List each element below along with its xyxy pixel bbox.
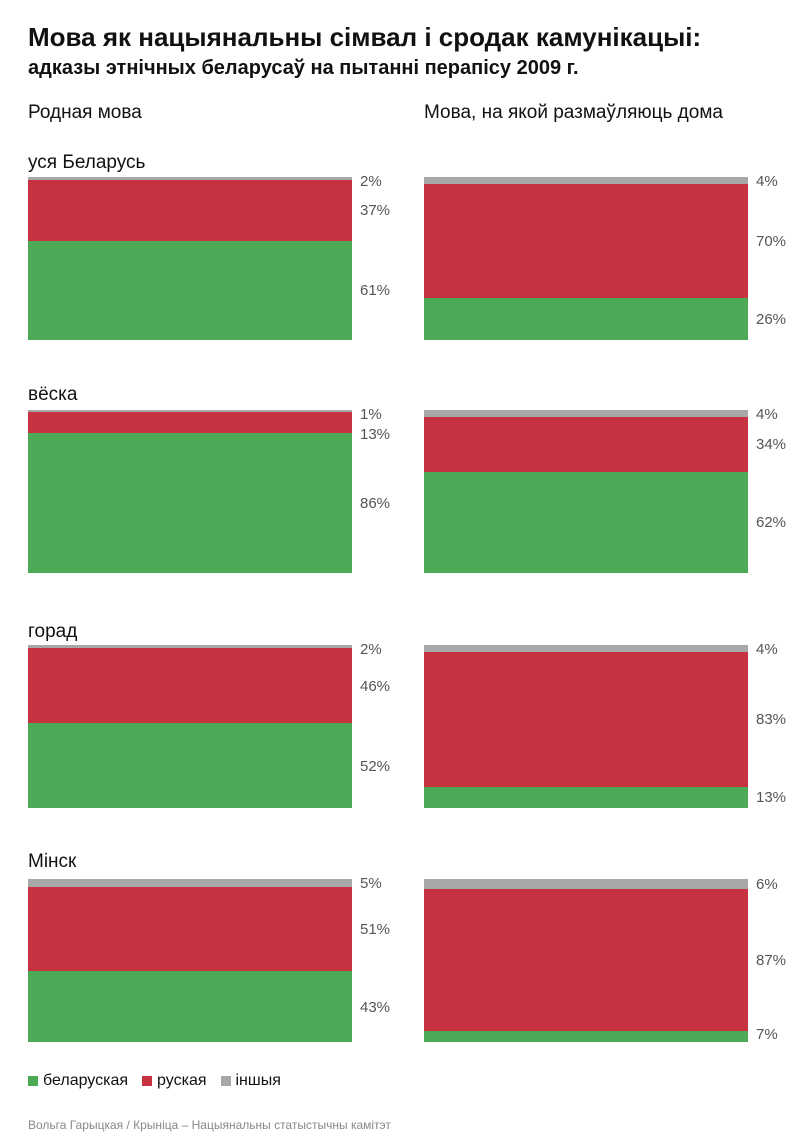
- bar-segment-bel: [424, 786, 748, 808]
- bar-segment-rus: [424, 651, 748, 787]
- value-label-bel: 86%: [360, 494, 391, 512]
- bar-segment-bel: [424, 471, 748, 573]
- bar-segment-other: [28, 177, 352, 181]
- stacked-bar-native: [28, 177, 352, 340]
- bar-segment-other: [424, 177, 748, 184]
- legend-swatch-bel: [28, 1076, 38, 1086]
- bar-segment-bel: [28, 971, 352, 1042]
- value-label-bel: 7%: [756, 1026, 778, 1043]
- group-label: Мінск: [28, 851, 77, 872]
- stacked-bar-native: [28, 645, 352, 808]
- value-label-other: 4%: [756, 406, 778, 423]
- bar-segment-other: [28, 645, 352, 649]
- legend-label-other: іншыя: [235, 1072, 281, 1089]
- value-label-other: 4%: [756, 641, 778, 658]
- value-label-rus: 46%: [360, 677, 391, 695]
- value-label-bel: 52%: [360, 757, 391, 775]
- value-label-bel: 26%: [756, 310, 787, 328]
- value-label-rus: 37%: [360, 202, 391, 220]
- bar-segment-bel: [424, 297, 748, 340]
- value-label-other: 4%: [756, 173, 778, 190]
- chart-subtitle: адказы этнічных беларусаў на пытанні пер…: [28, 57, 579, 79]
- legend-swatch-rus: [142, 1076, 153, 1086]
- bar-segment-rus: [28, 648, 352, 724]
- value-label-rus: 70%: [756, 232, 787, 250]
- bar-segment-other: [28, 879, 352, 888]
- value-label-rus: 87%: [756, 951, 787, 969]
- value-label-other: 6%: [756, 875, 778, 893]
- legend-label-bel: беларуская: [43, 1072, 129, 1089]
- legend-item-bel: беларуская: [28, 1072, 128, 1090]
- stacked-bar-native: [28, 410, 352, 573]
- group-label: горад: [28, 621, 78, 642]
- bar-segment-bel: [28, 723, 352, 808]
- stacked-bar-home: [424, 410, 748, 573]
- bar-segment-other: [424, 645, 748, 652]
- stacked-bar-home: [424, 879, 748, 1042]
- legend-item-rus: руская: [142, 1072, 207, 1090]
- bar-segment-bel: [28, 432, 352, 573]
- value-label-other: 2%: [360, 641, 382, 658]
- value-label-bel: 13%: [756, 789, 787, 807]
- value-label-rus: 34%: [756, 436, 787, 454]
- bar-segment-bel: [424, 1030, 748, 1042]
- value-label-rus: 51%: [360, 921, 391, 939]
- bar-segment-rus: [28, 887, 352, 972]
- bar-segment-rus: [28, 411, 352, 433]
- source-credit: Вольга Гарыцкая / Крыніца – Нацыянальны …: [28, 1118, 391, 1132]
- bar-segment-rus: [424, 888, 748, 1031]
- group-label: уся Беларусь: [28, 152, 146, 173]
- column-header-home: Мова, на якой размаўляюць дома: [424, 102, 723, 123]
- legend-item-other: іншыя: [220, 1072, 281, 1090]
- value-label-rus: 83%: [756, 711, 787, 729]
- bar-segment-bel: [28, 240, 352, 340]
- stacked-bar-home: [424, 177, 748, 340]
- value-label-bel: 62%: [756, 514, 787, 532]
- stacked-bar-native: [28, 879, 352, 1042]
- legend-swatch-other: [220, 1076, 231, 1086]
- legend-label-rus: руская: [157, 1072, 207, 1089]
- group-label: вёска: [28, 384, 78, 405]
- bar-segment-other: [424, 410, 748, 417]
- value-label-other: 2%: [360, 173, 382, 190]
- value-label-bel: 43%: [360, 998, 391, 1016]
- stacked-bar-home: [424, 645, 748, 808]
- chart-title: Мова як нацыянальны сімвал і сродак каму…: [28, 22, 702, 52]
- value-label-rus: 13%: [360, 426, 391, 443]
- column-header-native: Родная мова: [28, 102, 142, 123]
- legend: беларуская руская іншыя: [28, 1072, 281, 1090]
- bar-segment-other: [28, 410, 352, 412]
- value-label-bel: 61%: [360, 282, 391, 300]
- bar-segment-rus: [424, 183, 748, 298]
- bar-segment-rus: [28, 180, 352, 241]
- value-label-other: 1%: [360, 406, 382, 423]
- value-label-other: 5%: [360, 875, 382, 893]
- bar-segment-other: [424, 879, 748, 889]
- bar-segment-rus: [424, 416, 748, 472]
